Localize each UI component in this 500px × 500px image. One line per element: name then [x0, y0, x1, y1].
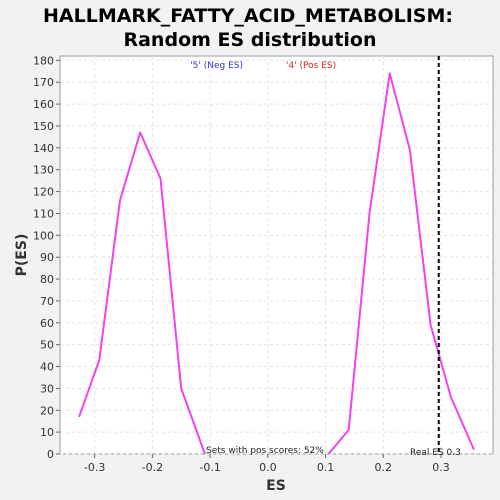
x-tick-label: -0.3: [84, 461, 105, 474]
x-axis: -0.3 -0.2 -0.1 0.0 0.1 0.2 0.3: [84, 454, 450, 474]
y-axis: 0 10 20 30 40 50 60 70 80 90 100 110 120 130 140 150 160…: [33, 54, 60, 461]
y-tick-label: 90: [40, 251, 54, 264]
y-tick-label: 160: [33, 98, 54, 111]
series-group: [78, 72, 475, 455]
x-tick-label: 0.1: [317, 461, 335, 474]
x-tick-label: 0.3: [432, 461, 450, 474]
y-tick-label: 180: [33, 54, 54, 67]
y-tick-label: 100: [33, 229, 54, 242]
x-tick-label: -0.1: [199, 461, 220, 474]
real-es-annotation: Real ES 0.3: [410, 448, 461, 458]
legend-neg-es: '5' (Neg ES): [190, 61, 243, 71]
y-tick-label: 70: [40, 295, 54, 308]
y-tick-label: 140: [33, 142, 54, 155]
y-tick-label: 30: [40, 382, 54, 395]
legend-pos-es: '4' (Pos ES): [286, 61, 336, 71]
y-tick-label: 40: [40, 361, 54, 374]
y-tick-label: 60: [40, 317, 54, 330]
y-tick-label: 10: [40, 426, 54, 439]
y-tick-label: 150: [33, 120, 54, 133]
x-tick-label: 0.2: [375, 461, 393, 474]
y-tick-label: 110: [33, 207, 54, 220]
x-tick-label: -0.2: [142, 461, 163, 474]
y-tick-label: 20: [40, 404, 54, 417]
y-tick-label: 170: [33, 76, 54, 89]
series-line: [327, 72, 475, 455]
grid: [60, 56, 493, 455]
y-axis-label: P(ES): [14, 234, 30, 277]
y-tick-label: 0: [47, 448, 54, 461]
y-tick-label: 50: [40, 339, 54, 352]
series-line: [78, 131, 206, 455]
pos-scores-annotation: Sets with pos scores: 52%: [206, 446, 324, 456]
y-tick-label: 120: [33, 186, 54, 199]
chart-title-line-2: Random ES distribution: [123, 29, 376, 51]
y-tick-label: 130: [33, 164, 54, 177]
plot-area: [59, 55, 494, 455]
x-tick-label: 0.0: [259, 461, 277, 474]
y-tick-label: 80: [40, 273, 54, 286]
chart-title-line-1: HALLMARK_FATTY_ACID_METABOLISM:: [43, 5, 453, 27]
x-axis-label: ES: [266, 478, 286, 494]
